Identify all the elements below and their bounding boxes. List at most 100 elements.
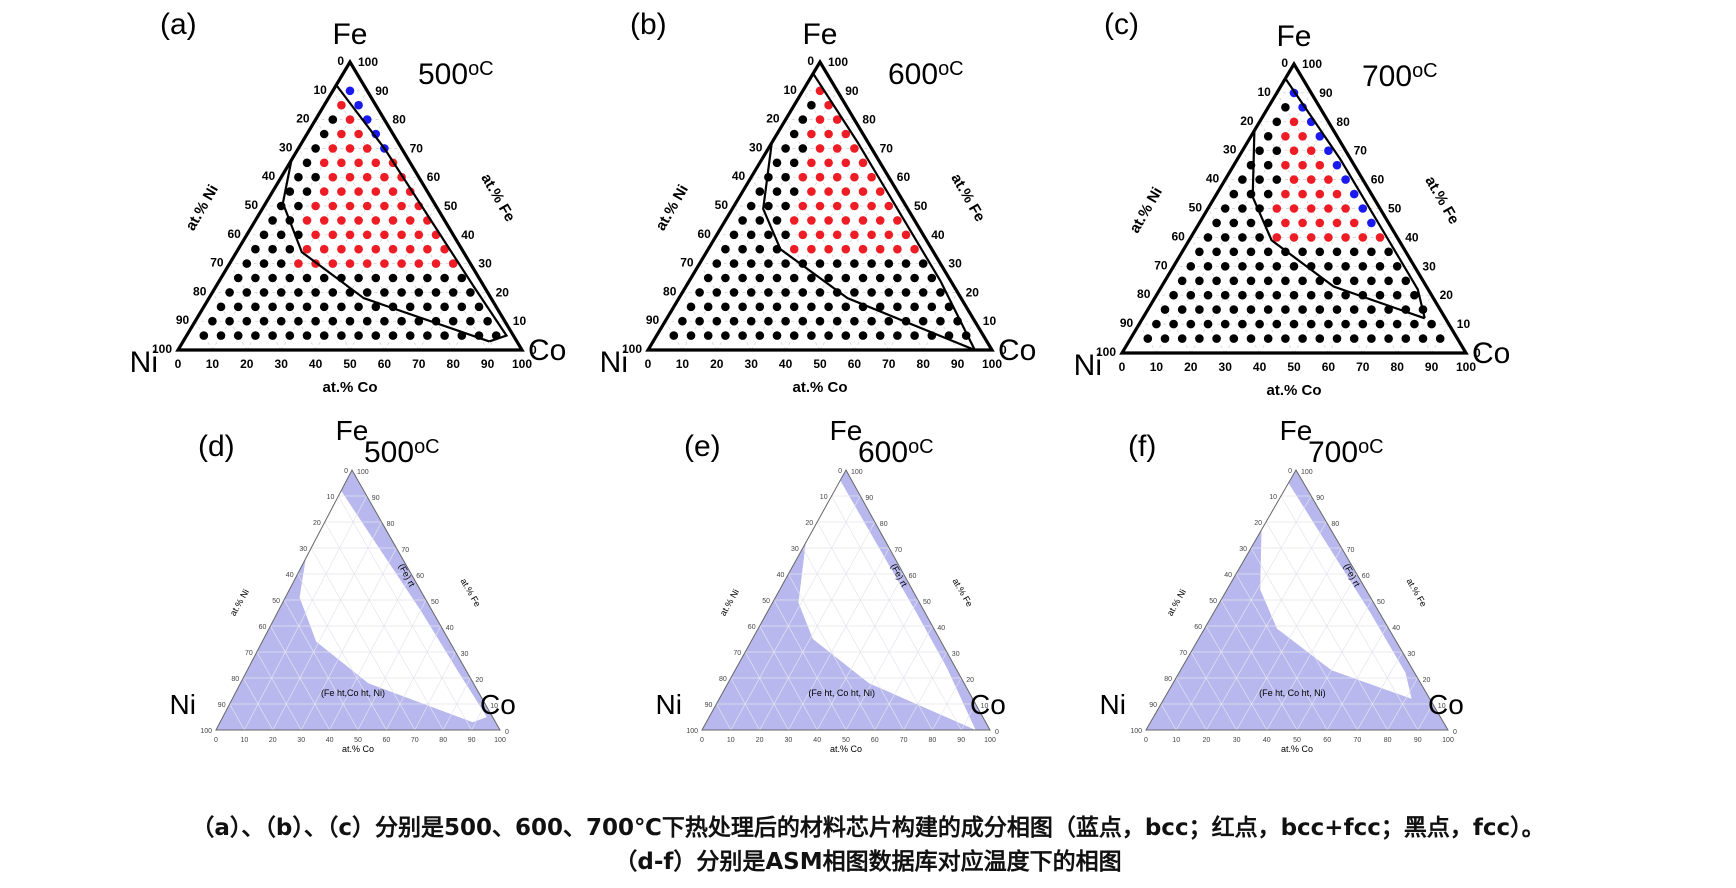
panel-label: (b) xyxy=(630,8,667,41)
ni-tick-label: 90 xyxy=(705,702,713,709)
composition-dot xyxy=(251,273,260,283)
co-tick-label: 70 xyxy=(900,737,908,744)
composition-dot xyxy=(1212,334,1221,343)
composition-dot xyxy=(1238,262,1247,271)
composition-dot xyxy=(712,259,722,268)
composition-dot xyxy=(678,316,687,326)
composition-dot xyxy=(1401,276,1411,286)
composition-dot xyxy=(1341,233,1350,242)
composition-dot xyxy=(311,144,320,153)
ni-tick-label: 80 xyxy=(1164,676,1172,683)
composition-dot xyxy=(832,115,842,124)
composition-dot xyxy=(832,201,842,211)
composition-dot xyxy=(746,288,756,297)
composition-dot xyxy=(772,273,782,283)
composition-dot xyxy=(764,230,773,240)
co-tick-label: 50 xyxy=(842,737,850,744)
ni-tick-label: 100 xyxy=(200,728,212,735)
composition-dot xyxy=(405,187,415,196)
phase-boundary xyxy=(335,84,509,343)
composition-dot xyxy=(1281,305,1290,314)
co-tick-label: 10 xyxy=(727,737,735,744)
composition-dot xyxy=(242,316,252,326)
composition-dot xyxy=(755,331,765,340)
composition-dot xyxy=(311,201,320,211)
composition-dot xyxy=(669,331,679,340)
fe-tick-label: 0 xyxy=(505,729,509,736)
ni-tick-label: 20 xyxy=(296,112,310,126)
ni-tick-label: 80 xyxy=(719,676,727,683)
composition-dot xyxy=(337,216,346,225)
composition-dot xyxy=(721,302,730,312)
grid-line xyxy=(471,703,486,731)
composition-dot xyxy=(1410,319,1419,329)
triangle-outline xyxy=(645,58,995,352)
fe-tick-label: 100 xyxy=(828,55,848,69)
co-tick-label: 50 xyxy=(1287,360,1301,374)
fe-tick-label: 70 xyxy=(880,141,894,155)
co-tick-label: 80 xyxy=(439,737,447,744)
grid-line xyxy=(1280,495,1419,731)
grid-line xyxy=(1175,495,1312,731)
composition-dot xyxy=(1435,334,1445,343)
composition-dot xyxy=(1229,334,1239,343)
composition-dot xyxy=(712,288,722,297)
composition-dot xyxy=(380,230,389,240)
composition-dot xyxy=(824,331,833,340)
composition-dot xyxy=(832,259,842,268)
composition-dot xyxy=(1289,204,1299,213)
composition-dot xyxy=(380,172,389,182)
grid-line xyxy=(845,599,919,731)
composition-dot xyxy=(1238,233,1247,242)
ni-tick-label: 100 xyxy=(1130,728,1142,735)
composition-dot xyxy=(1332,218,1342,228)
panel-d: 0 0 0 10 10 10 20 20 20 30 30 30 40 40 40 50 50 50 60 60 60 7… xyxy=(170,415,516,754)
composition-dot xyxy=(225,316,234,326)
composition-dot xyxy=(1315,305,1325,314)
composition-dot xyxy=(328,172,338,182)
composition-dot xyxy=(1203,262,1213,271)
composition-dot xyxy=(1238,319,1247,329)
composition-dot xyxy=(1418,334,1428,343)
composition-dot xyxy=(405,216,415,225)
composition-dot xyxy=(798,316,808,326)
composition-dot xyxy=(1341,319,1350,329)
composition-dot xyxy=(936,288,945,297)
fe-tick-label: 80 xyxy=(880,521,888,528)
composition-dot xyxy=(1384,247,1393,257)
composition-dot xyxy=(474,302,484,312)
composition-dot xyxy=(337,100,346,110)
temperature-label: 700oC xyxy=(1362,60,1438,93)
fe-tick-label: 40 xyxy=(931,228,945,242)
composition-dot xyxy=(414,316,424,326)
co-tick-label: 90 xyxy=(957,737,965,744)
ni-tick-label: 20 xyxy=(1240,114,1254,128)
composition-dot xyxy=(259,230,269,240)
fe-tick-label: 70 xyxy=(401,547,409,554)
ni-axis-title: at.% Ni xyxy=(718,587,741,617)
composition-dot xyxy=(738,302,747,312)
fe-axis-title: at.% Fe xyxy=(1421,173,1462,227)
composition-dot xyxy=(1263,189,1273,199)
composition-dot xyxy=(1332,305,1342,314)
composition-dot xyxy=(884,259,894,268)
composition-dot xyxy=(927,273,937,283)
composition-dot xyxy=(319,331,329,340)
corner-label-co: Co xyxy=(998,334,1036,367)
ni-tick-label: 70 xyxy=(733,650,741,657)
composition-dot xyxy=(875,244,885,254)
composition-dot xyxy=(841,129,851,139)
composition-dot xyxy=(1306,233,1316,242)
composition-dot xyxy=(354,302,363,312)
composition-dot xyxy=(1255,262,1264,271)
ni-tick-label: 20 xyxy=(805,520,813,527)
ni-tick-label: 10 xyxy=(1269,494,1277,501)
composition-dot xyxy=(755,216,765,225)
co-tick-label: 80 xyxy=(447,357,461,371)
composition-dot xyxy=(1272,262,1282,271)
composition-dot xyxy=(1220,290,1230,300)
grid-line xyxy=(1417,703,1434,731)
composition-dot xyxy=(276,316,286,326)
co-tick-label: 10 xyxy=(206,357,220,371)
composition-dot xyxy=(1195,247,1204,257)
